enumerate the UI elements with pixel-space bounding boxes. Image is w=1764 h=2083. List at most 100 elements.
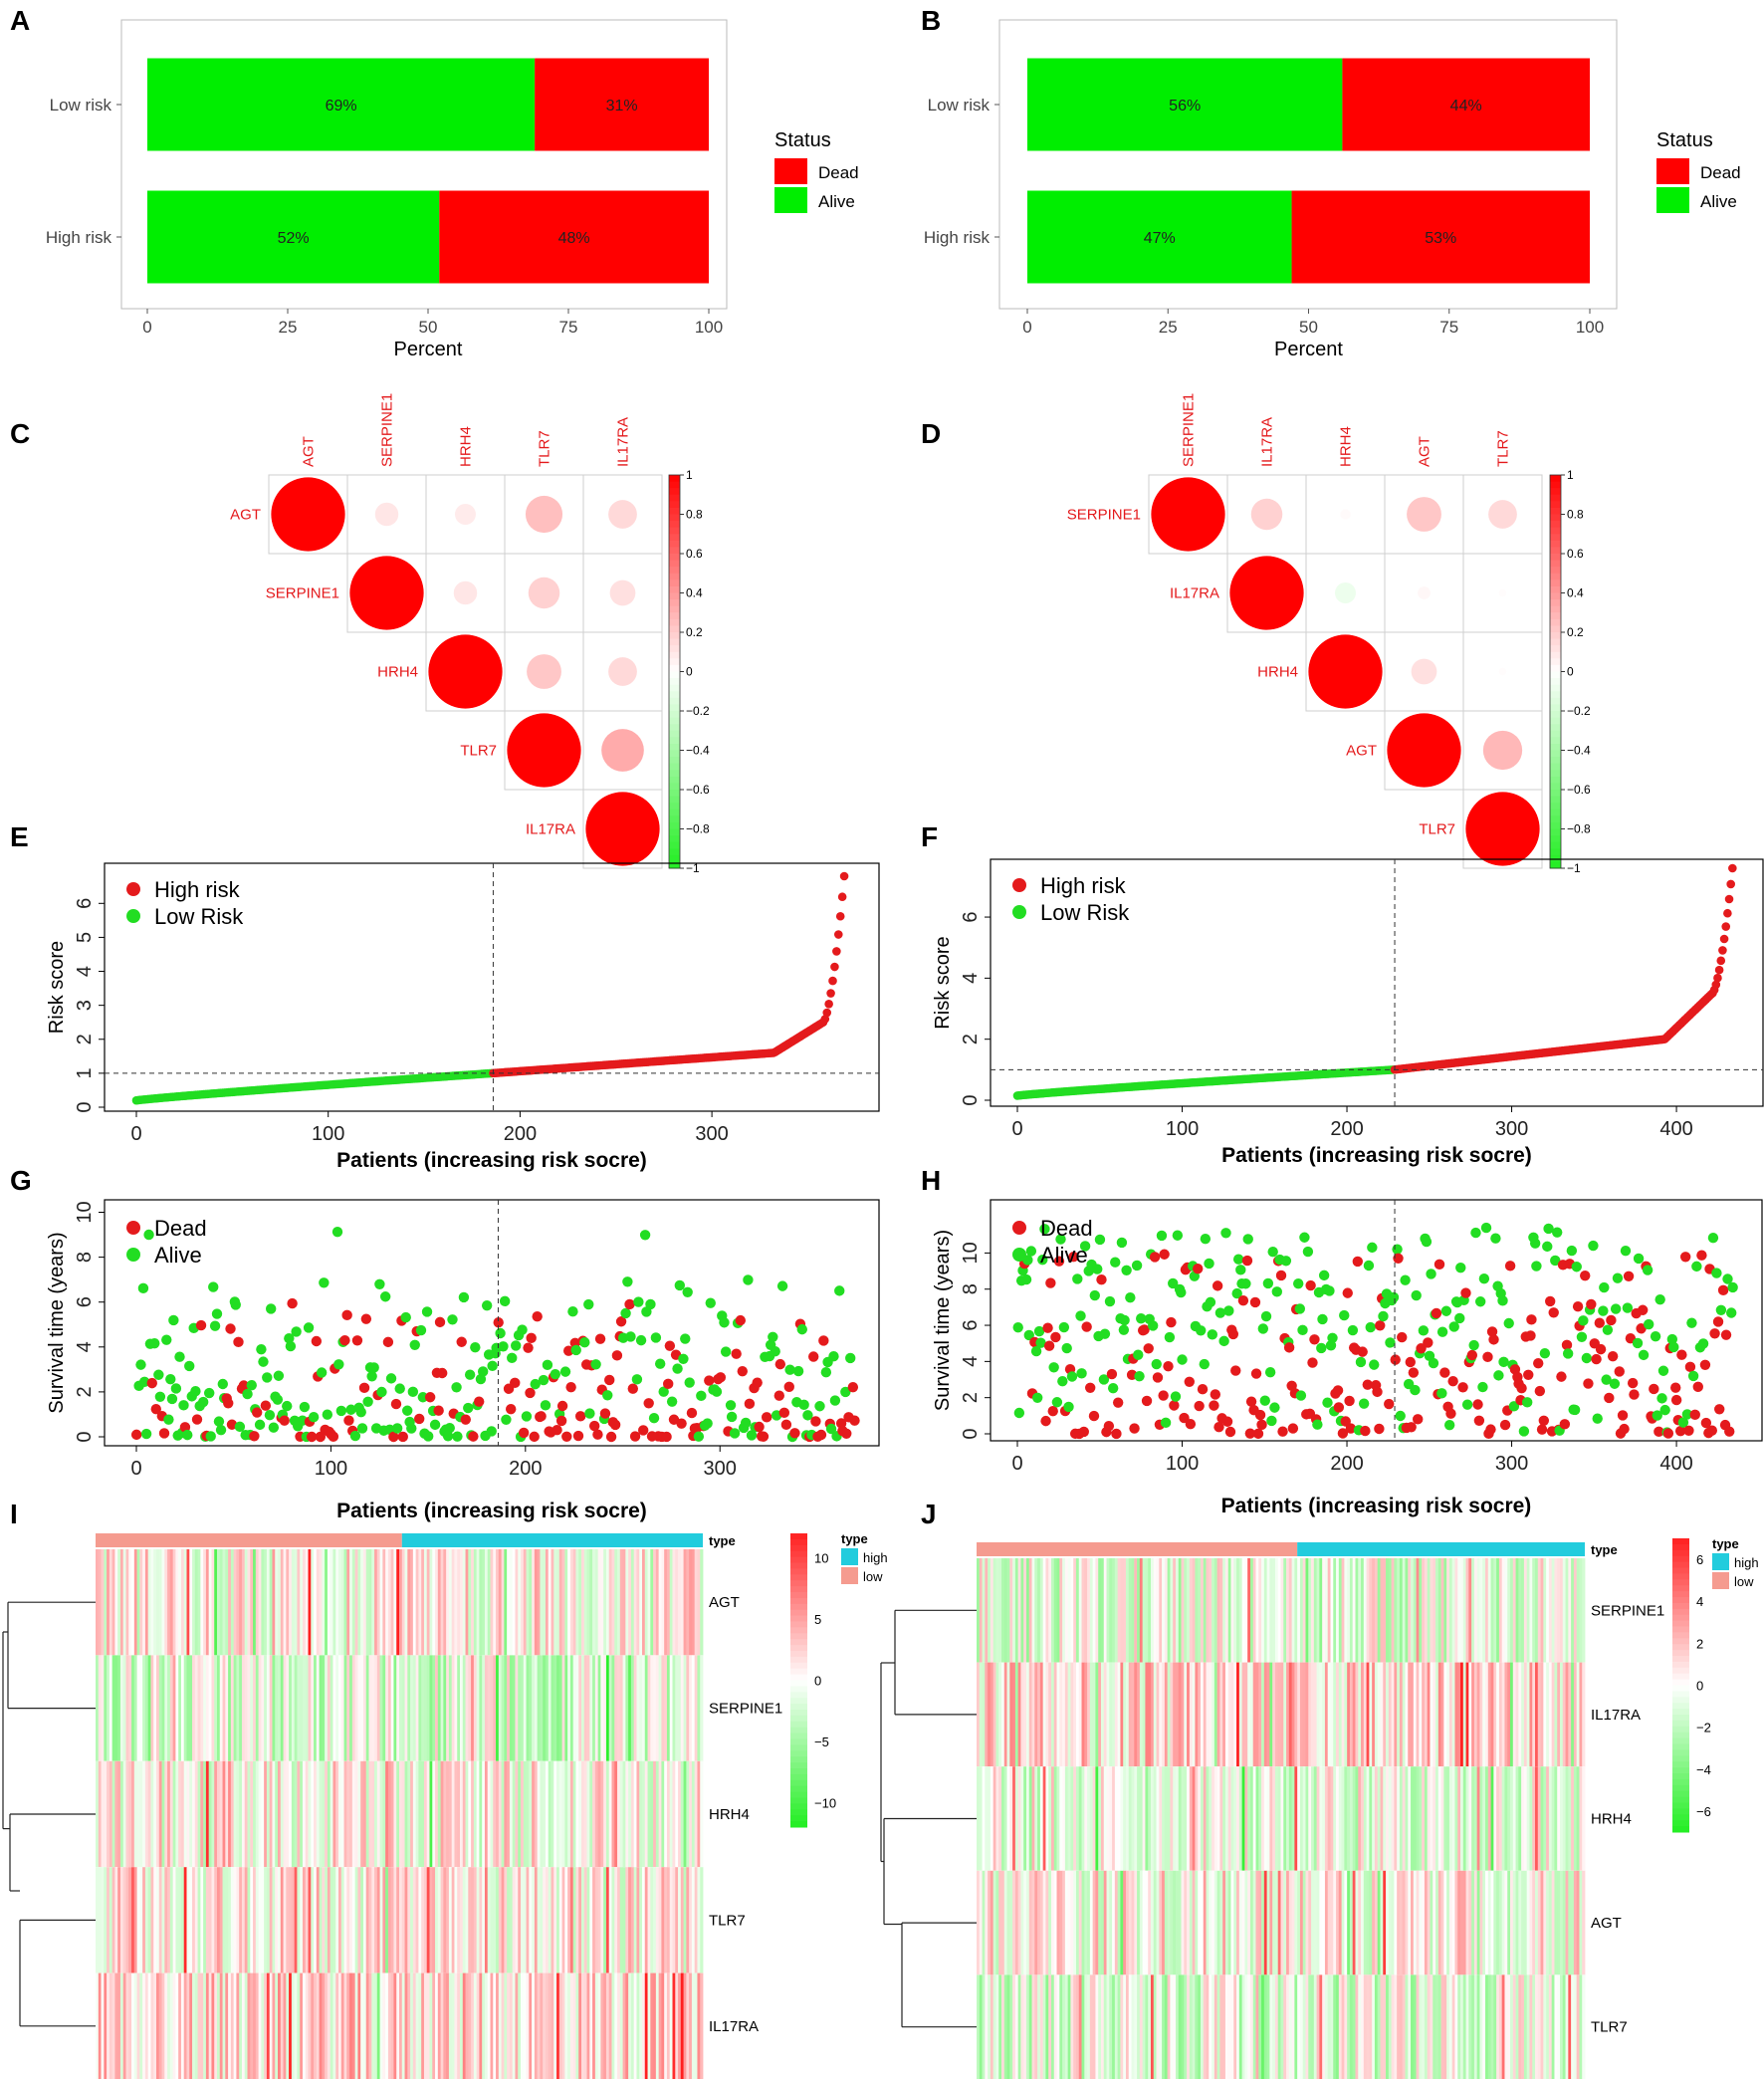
point-high-risk [1726,879,1735,889]
heatmap-cell [1283,1558,1287,1663]
heatmap-cell [1219,1974,1223,2079]
heatmap-cell [1380,1870,1384,1975]
heatmap-cell [144,1760,149,1868]
heatmap-cell [1437,1558,1441,1663]
heatmap-cell [244,1549,248,1656]
point-alive [802,1410,813,1421]
heatmap-cell [349,1549,353,1656]
point-alive [163,1414,174,1425]
heatmap-cell [446,1972,450,2079]
heatmap-cell [1244,1766,1248,1871]
heatmap-cell [1106,1974,1110,2079]
heatmap-cell [316,1972,320,2079]
heatmap-cell [1386,1662,1390,1767]
heatmap-cell [1037,1662,1041,1767]
point-alive [1205,1296,1216,1308]
heatmap-cell [1565,1558,1569,1663]
heatmap-cell [1192,1558,1196,1663]
heatmap-cell [691,1867,696,1973]
corr-circle [608,657,637,686]
heatmap-cell [314,1972,318,2079]
heatmap-cell [101,1549,105,1656]
heatmap-cell [142,1867,146,1973]
heatmap-cell [1308,1662,1312,1767]
heatmap-cell [222,1972,226,2079]
point-alive [1136,1312,1147,1324]
x-tick-label: 100 [315,1458,347,1480]
heatmap-cell [1184,1662,1188,1767]
heatmap-cell [1092,1662,1096,1767]
point-dead [1606,1314,1617,1326]
heatmap-cell [443,1972,447,2079]
heatmap-cell [1067,1766,1071,1871]
heatmap-cell [1294,1558,1298,1663]
heatmap-cell [247,1655,251,1761]
heatmap-cell [230,1760,235,1868]
point-alive [1076,1368,1087,1379]
point-dead [1724,1426,1735,1437]
colorbar-segment [1672,1638,1689,1645]
heatmap-cell [169,1867,174,1973]
heatmap-cell [379,1760,383,1868]
y-tick-label: 10 [74,1201,96,1223]
x-tick-label: 200 [504,1123,537,1145]
point-alive [1497,1295,1508,1306]
point-dead [1197,1384,1209,1395]
heatmap-cell [556,1972,560,2079]
point-alive [719,1317,730,1328]
heatmap-cell [672,1972,676,2079]
heatmap-cell [1075,1558,1080,1663]
heatmap-cell [1139,1558,1144,1663]
point-alive [1033,1325,1045,1337]
heatmap-cell [1280,1766,1284,1871]
heatmap-cell [518,1655,522,1761]
heatmap-cell [432,1655,436,1761]
heatmap-cell [1173,1662,1177,1767]
heatmap-cell [1487,1766,1491,1871]
heatmap-cell [1504,1766,1508,1871]
heatmap-cell [451,1549,455,1656]
point-alive [1711,1268,1722,1278]
heatmap-cell [540,1760,544,1868]
heatmap-cell [142,1972,146,2079]
heatmap-cell [150,1760,154,1868]
type-legend-title: type [1712,1536,1739,1551]
heatmap-cell [172,1760,176,1868]
heatmap-cell [1291,1766,1295,1871]
colorbar-segment [1550,658,1561,666]
heatmap-cell [1209,1974,1213,2079]
heatmap-cell [700,1867,704,1973]
heatmap-cell [1576,1974,1580,2079]
heatmap-cell [556,1760,560,1868]
heatmap-cell [1277,1870,1281,1975]
x-tick-label: 100 [1576,318,1604,337]
colorbar-tick-label: 0.6 [686,547,703,561]
point-alive [746,1430,758,1441]
heatmap-cell [241,1655,246,1761]
row-label: HRH4 [377,664,418,681]
heatmap-cell [305,1867,309,1973]
heatmap-cell [330,1655,333,1761]
heatmap-cell [1344,1974,1348,2079]
heatmap-cell [1473,1558,1478,1663]
heatmap-cell [150,1655,154,1761]
heatmap-cell [1493,1870,1497,1975]
heatmap-cell [354,1655,358,1761]
heatmap-cell [1422,1766,1426,1871]
heatmap-cell [985,1974,989,2079]
heatmap-cell [1067,1870,1071,1975]
heatmap-cell [114,1655,118,1761]
colorbar-segment [1672,1555,1689,1563]
panel-letter-d: D [921,418,941,449]
heatmap-cell [661,1655,665,1761]
heatmap-cell [578,1972,582,2079]
point-dead [1287,1423,1299,1434]
heatmap-cell [567,1972,571,2079]
point-alive [184,1360,195,1372]
heatmap-cell [289,1760,293,1868]
type-bar-low [96,1533,402,1547]
point-alive [1231,1287,1242,1299]
heatmap-cell [415,1760,419,1868]
heatmap-cell [401,1867,405,1973]
heatmap-cell [1131,1558,1135,1663]
